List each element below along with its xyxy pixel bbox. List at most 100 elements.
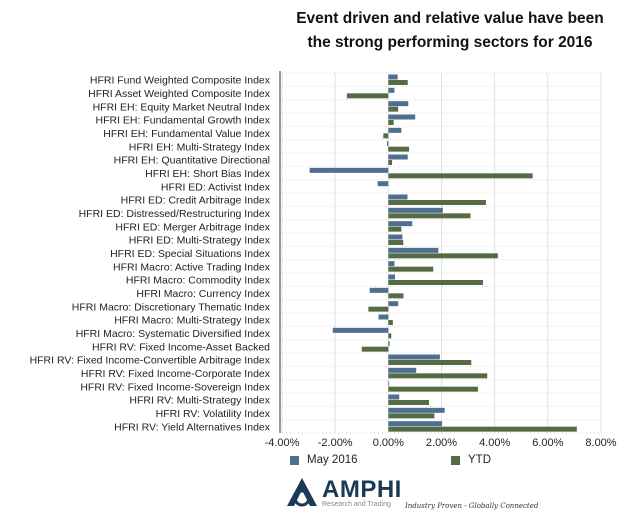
bar-ytd: [388, 266, 434, 272]
bar-ytd: [388, 146, 410, 152]
category-label: HFRI RV: Fixed Income-Corporate Index: [81, 368, 271, 380]
bar-may-2016: [388, 87, 395, 93]
category-label: HFRI EH: Short Bias Index: [145, 168, 271, 180]
category-label: HFRI ED: Multi-Strategy Index: [129, 235, 271, 247]
bar-ytd: [388, 373, 488, 379]
legend-swatch-may: [290, 455, 299, 465]
bar-ytd: [388, 120, 394, 125]
category-label: HFRI ED: Activist Index: [161, 181, 271, 193]
bar-may-2016: [388, 114, 416, 120]
category-label: HFRI Macro: Currency Index: [136, 288, 270, 300]
bar-may-2016: [378, 314, 389, 320]
category-label: HFRI RV: Volatility Index: [156, 408, 271, 420]
x-tick-label: -2.00%: [318, 437, 353, 449]
category-label: HFRI RV: Fixed Income-Convertible Arbitr…: [30, 355, 271, 367]
x-tick-label: 8.00%: [585, 437, 616, 449]
bar-chart: -4.00% -2.00% 0.00% 2.00% 4.00% 6.00% 8.00% HFR…: [30, 71, 617, 449]
category-label: HFRI Asset Weighted Composite Index: [88, 88, 271, 100]
amphi-logo-icon: [287, 478, 317, 507]
category-label: HFRI Macro: Commodity Index: [126, 275, 271, 287]
bar-may-2016: [388, 354, 440, 360]
bar-may-2016: [369, 287, 389, 293]
category-label: HFRI Macro: Systematic Diversified Index: [76, 328, 271, 340]
tagline: Industry Proven - Globally Connected: [405, 502, 539, 510]
bar-ytd: [388, 293, 404, 299]
bar-ytd: [361, 346, 389, 352]
x-tick-label: -4.00%: [265, 437, 300, 449]
category-label: HFRI EH: Quantitative Directional: [114, 155, 270, 167]
brand-subtitle: Research and Trading: [322, 500, 391, 508]
x-tick-label: 2.00%: [426, 437, 457, 449]
chart-title-line-2: the strong performing sectors for 2016: [307, 34, 593, 51]
bar-may-2016: [388, 381, 390, 387]
bar-may-2016: [388, 101, 409, 107]
brand-name: AMPHI: [322, 475, 402, 503]
bar-may-2016: [388, 127, 402, 133]
bar-ytd: [388, 253, 498, 259]
bar-may-2016: [388, 207, 443, 213]
category-label: HFRI ED: Special Situations Index: [110, 248, 271, 260]
legend-label-ytd: YTD: [468, 454, 491, 466]
x-tick-label: 4.00%: [479, 437, 510, 449]
legend-label-may: May 2016: [307, 454, 358, 466]
bar-may-2016: [388, 341, 390, 347]
bar-ytd: [388, 173, 533, 179]
category-label: HFRI EH: Fundamental Value Index: [103, 128, 270, 140]
bar-ytd: [388, 360, 472, 365]
bar-may-2016: [388, 421, 443, 427]
category-label: HFRI RV: Yield Alternatives Index: [114, 421, 271, 433]
bar-may-2016: [388, 407, 445, 413]
chart-title-line-1: Event driven and relative value have bee…: [296, 10, 604, 27]
category-label: HFRI Macro: Discretionary Thematic Index: [72, 301, 271, 313]
bar-may-2016: [388, 74, 398, 80]
bar-ytd: [383, 133, 389, 139]
bar-ytd: [388, 426, 577, 432]
bar-ytd: [388, 400, 430, 405]
bar-ytd: [388, 386, 478, 392]
bar-may-2016: [388, 154, 408, 160]
bar-ytd: [368, 306, 389, 312]
bar-ytd: [388, 280, 483, 285]
bar-ytd: [388, 213, 471, 219]
bar-ytd: [388, 160, 393, 165]
bar-ytd: [388, 320, 393, 325]
bar-may-2016: [388, 194, 408, 200]
bar-ytd: [346, 93, 389, 99]
legend-item-ytd: YTD: [451, 454, 491, 466]
legend-item-may: May 2016: [290, 454, 358, 466]
category-label: HFRI ED: Distressed/Restructuring Index: [79, 208, 271, 220]
bar-may-2016: [309, 167, 389, 173]
category-label: HFRI Fund Weighted Composite Index: [90, 75, 271, 87]
category-label: HFRI EH: Equity Market Neutral Index: [93, 101, 271, 113]
bar-may-2016: [377, 181, 389, 187]
bar-may-2016: [388, 367, 417, 373]
category-label: HFRI EH: Fundamental Growth Index: [96, 115, 271, 127]
bar-ytd: [388, 80, 408, 85]
category-label: HFRI RV: Fixed Income-Sovereign Index: [80, 381, 270, 393]
bar-ytd: [388, 200, 486, 205]
category-label: HFRI ED: Merger Arbitrage Index: [115, 221, 270, 233]
bar-ytd: [388, 413, 435, 419]
bar-may-2016: [332, 327, 389, 333]
category-label: HFRI RV: Multi-Strategy Index: [129, 395, 270, 407]
bar-may-2016: [388, 234, 403, 240]
bar-may-2016: [388, 261, 395, 267]
category-label: HFRI ED: Credit Arbitrage Index: [121, 195, 271, 207]
bar-may-2016: [388, 301, 399, 307]
bar-ytd: [388, 240, 404, 245]
bar-may-2016: [388, 394, 400, 400]
bar-may-2016: [388, 221, 413, 227]
category-label: HFRI EH: Multi-Strategy Index: [129, 141, 271, 153]
bar-ytd: [388, 226, 402, 232]
x-tick-label: 6.00%: [532, 437, 563, 449]
category-label: HFRI Macro: Multi-Strategy Index: [114, 315, 271, 327]
bar-may-2016: [388, 247, 439, 253]
legend-swatch-ytd: [451, 455, 460, 465]
bar-may-2016: [387, 141, 389, 147]
bar-ytd: [388, 106, 399, 112]
category-label: HFRI Macro: Active Trading Index: [113, 261, 271, 273]
bar-may-2016: [388, 274, 395, 280]
x-tick-label: 0.00%: [373, 437, 404, 449]
category-label: HFRI RV: Fixed Income-Asset Backed: [92, 341, 270, 353]
